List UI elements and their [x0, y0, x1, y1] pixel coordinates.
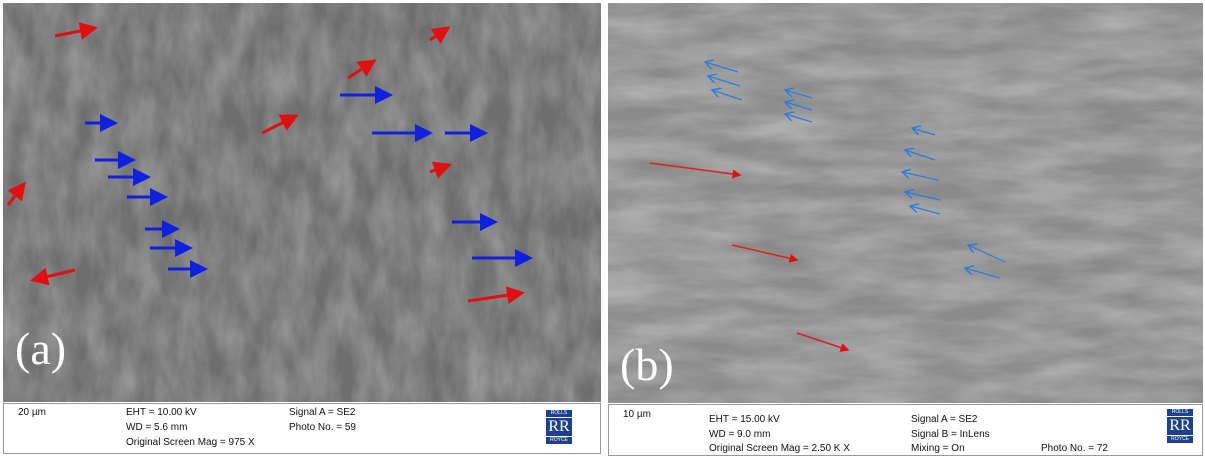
info: Photo No. = 59 — [289, 422, 356, 433]
logo: ROLLS RR ROYCE — [1167, 409, 1193, 443]
info: Original Screen Mag = 2.50 K X — [709, 443, 850, 454]
scale-text: 10 µm — [623, 409, 651, 420]
info: WD = 5.6 mm — [126, 422, 187, 433]
logo-text: RR — [546, 417, 572, 437]
logo-text: ROLLS — [1167, 409, 1193, 416]
logo-text: ROLLS — [546, 410, 572, 417]
panel-label: (a) — [15, 322, 66, 375]
logo-text: ROYCE — [1167, 436, 1193, 443]
info: Mixing = On — [911, 443, 965, 454]
info-bar: 10 µm EHT = 15.00 kV WD = 9.0 mm Origina… — [608, 404, 1203, 456]
logo-text: RR — [1167, 416, 1193, 436]
info: Signal A = SE2 — [289, 407, 355, 418]
info: Original Screen Mag = 975 X — [126, 437, 255, 448]
logo-text: ROYCE — [546, 437, 572, 444]
info: EHT = 10.00 kV — [126, 407, 197, 418]
info: Signal A = SE2 — [911, 414, 977, 425]
images — [0, 0, 1205, 456]
info: WD = 9.0 mm — [709, 429, 770, 440]
panel-label: (b) — [620, 338, 674, 391]
info-bar: 20 µm EHT = 10.00 kV WD = 5.6 mm Origina… — [3, 403, 601, 454]
page: (a) (b) 20 µm EHT = 10.00 kV WD = 5.6 mm… — [0, 0, 1205, 456]
info: Signal B = InLens — [911, 429, 990, 440]
info: Photo No. = 72 — [1041, 443, 1108, 454]
scale-text: 20 µm — [18, 407, 46, 418]
info: EHT = 15.00 kV — [709, 414, 780, 425]
logo: ROLLS RR ROYCE — [546, 410, 572, 444]
